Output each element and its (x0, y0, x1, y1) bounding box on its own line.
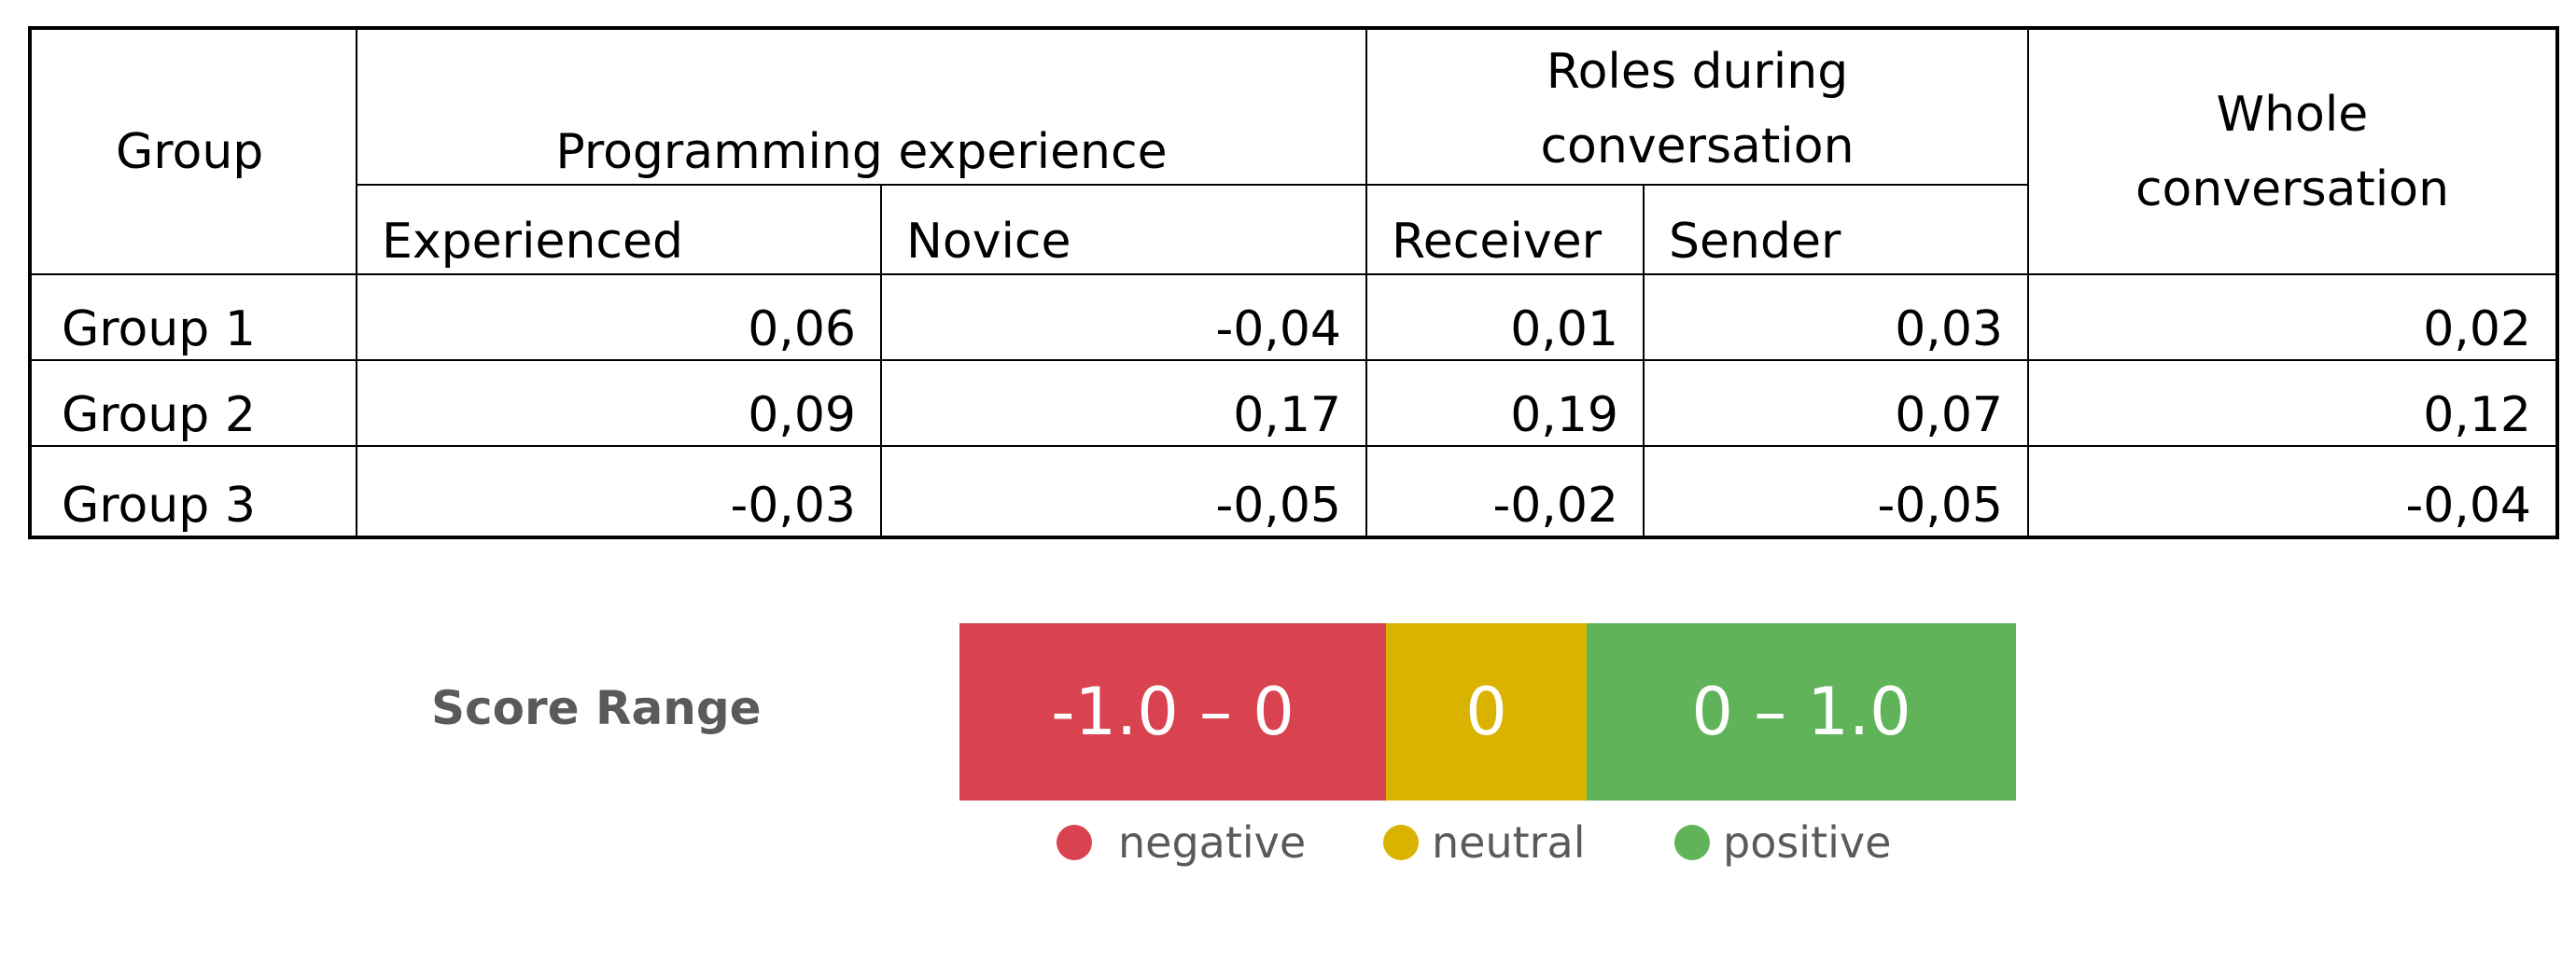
neutral-dot-icon (1383, 825, 1419, 860)
range-segment-positive: 0 – 1.0 (1587, 623, 2016, 801)
table-row: Group 2 0,09 0,17 0,19 0,07 0,12 (29, 359, 2558, 447)
legend-item-positive: positive (1674, 817, 1891, 868)
header-row-sub: Experienced Novice Receiver Sender (30, 184, 2557, 275)
positive-dot-icon (1674, 825, 1710, 860)
score-range-bar: -1.0 – 0 0 0 – 1.0 (959, 623, 2016, 801)
header-sender: Sender (1643, 184, 2029, 275)
row-label: Group 2 (29, 359, 357, 447)
table-row: Group 3 -0,03 -0,05 -0,02 -0,05 -0,04 (29, 445, 2558, 538)
row-label: Group 1 (29, 273, 357, 361)
header-whole-conversation: Whole conversation (2027, 27, 2558, 275)
sentiment-table: Group Programming experience Roles durin… (28, 26, 2559, 539)
cell-whole: -0,04 (2027, 445, 2558, 538)
cell-experienced: 0,06 (356, 273, 882, 361)
cell-experienced: 0,09 (356, 359, 882, 447)
cell-novice: -0,04 (880, 273, 1367, 361)
cell-novice: -0,05 (880, 445, 1367, 538)
cell-receiver: 0,01 (1365, 273, 1645, 361)
cell-novice: 0,17 (880, 359, 1367, 447)
cell-receiver: -0,02 (1365, 445, 1645, 538)
score-range-title: Score Range (431, 681, 762, 735)
cell-whole: 0,12 (2027, 359, 2558, 447)
range-segment-negative: -1.0 – 0 (959, 623, 1386, 801)
cell-experienced: -0,03 (356, 445, 882, 538)
row-label: Group 3 (29, 445, 357, 538)
legend-label: negative (1118, 817, 1307, 868)
header-row-top: Group Programming experience Roles durin… (29, 27, 2558, 275)
header-roles-during-conversation: Roles during conversation (1365, 27, 2029, 186)
cell-sender: 0,07 (1643, 359, 2029, 447)
legend-item-neutral: neutral (1383, 817, 1586, 868)
negative-dot-icon (1057, 825, 1092, 860)
header-experienced: Experienced (356, 184, 882, 275)
header-group: Group (29, 27, 357, 275)
legend-item-negative: negative (1057, 817, 1306, 868)
cell-receiver: 0,19 (1365, 359, 1645, 447)
header-receiver: Receiver (1365, 184, 1645, 275)
table-row: Group 1 0,06 -0,04 0,01 0,03 0,02 (29, 273, 2558, 361)
legend-label: neutral (1432, 817, 1586, 868)
cell-sender: 0,03 (1643, 273, 2029, 361)
legend-label: positive (1723, 817, 1892, 868)
header-programming-experience: Programming experience (356, 27, 1367, 186)
header-novice: Novice (880, 184, 1367, 275)
cell-sender: -0,05 (1643, 445, 2029, 538)
cell-whole: 0,02 (2027, 273, 2558, 361)
score-legend: negative neutral positive (0, 817, 2576, 873)
range-segment-neutral: 0 (1386, 623, 1587, 801)
